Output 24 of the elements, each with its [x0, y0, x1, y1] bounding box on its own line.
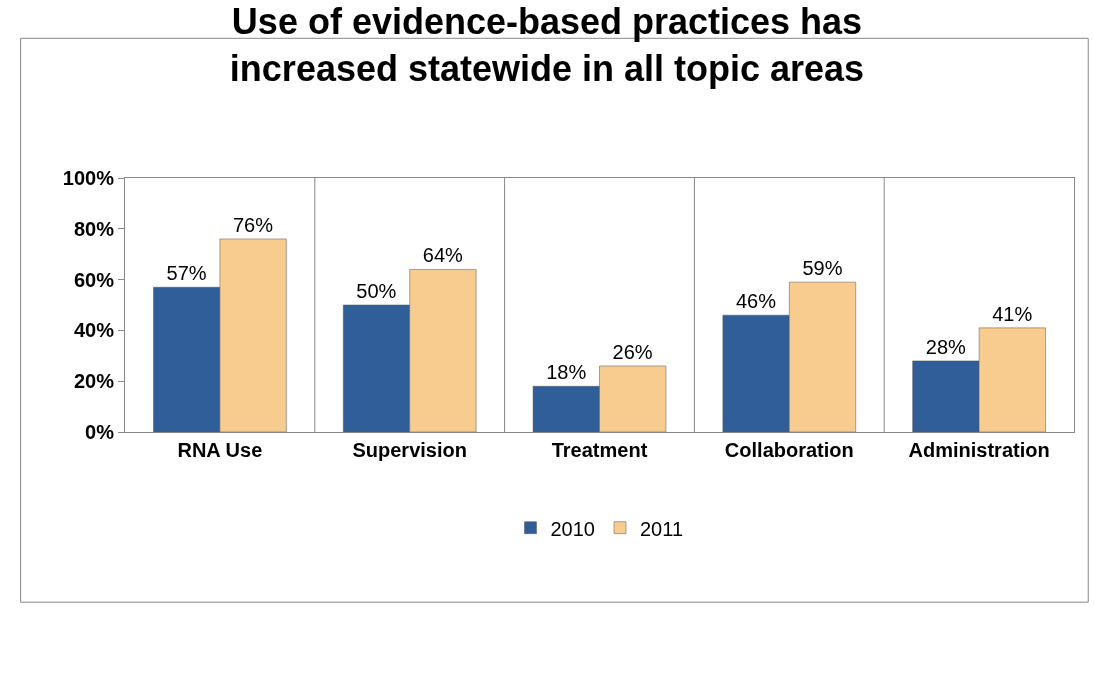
data-label: 41% [992, 302, 1033, 325]
y-tick-label: 20% [73, 370, 115, 393]
data-label: 18% [546, 361, 587, 384]
y-tick-label: 60% [73, 268, 115, 291]
legend-label: 2011 [640, 517, 684, 540]
data-label: 46% [735, 290, 777, 313]
data-label: 76% [232, 213, 274, 236]
legend-label: 2010 [550, 517, 595, 540]
data-label: 59% [802, 257, 843, 280]
data-label: 50% [356, 280, 397, 302]
data-label: 26% [612, 340, 653, 363]
y-tick-label: 80% [73, 217, 115, 240]
chart-title: Use of evidence-based practices has increased statewide in all topic areas [229, 0, 865, 89]
y-tick-label: 0% [85, 421, 115, 443]
x-tick-label: Treatment [551, 439, 648, 461]
data-label: 28% [925, 335, 967, 358]
data-label: 57% [166, 262, 207, 285]
x-tick-label: Collaboration [724, 439, 854, 461]
y-tick-label: 40% [73, 319, 115, 342]
x-tick-label: RNA Use [177, 439, 263, 461]
x-tick-label: Administration [908, 439, 1050, 461]
data-label: 64% [422, 244, 464, 267]
x-tick-label: Supervision [352, 439, 467, 461]
y-tick-label: 100% [62, 167, 115, 189]
